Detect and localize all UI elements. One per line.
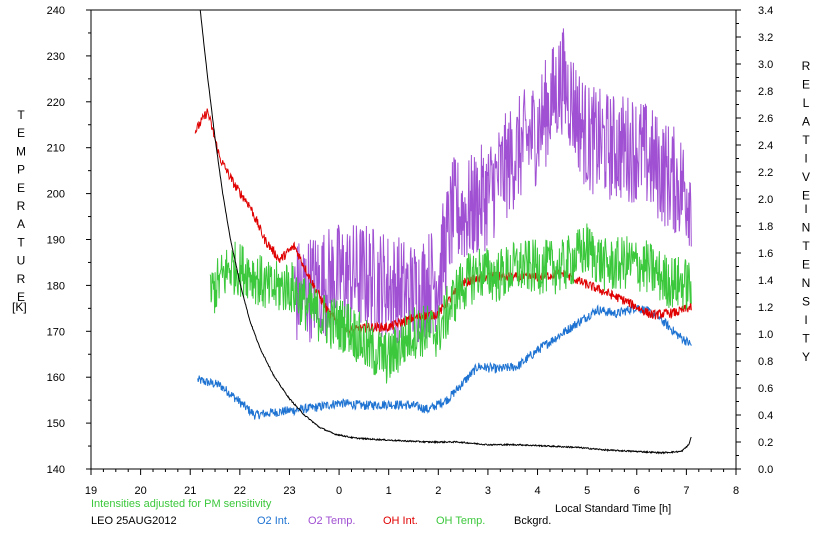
legend-bckgrd: Bckgrd.: [514, 515, 552, 527]
y-right-label-letter: I: [804, 152, 807, 166]
y-right-label-letter: A: [802, 115, 810, 129]
y-right-tick-label: 2.4: [758, 140, 773, 152]
y-right-tick-label: 1.0: [758, 329, 773, 341]
y-left-label-letter: M: [16, 144, 26, 158]
x-tick-label: 21: [184, 485, 196, 497]
y-right-tick-label: 3.0: [758, 59, 773, 71]
y-right-tick-label: 2.6: [758, 113, 773, 125]
y-axis-left: 140 150 160 170 180 190 200 210 220 230 240: [47, 5, 91, 476]
series-line-bckgrd: [199, 9, 692, 455]
y-right-tick-label: 0.8: [758, 356, 773, 368]
x-tick-label: 23: [283, 485, 295, 497]
x-tick-label: 8: [733, 485, 739, 497]
y-right-label-letter: E: [802, 78, 810, 92]
y-right-tick-label: 1.8: [758, 221, 773, 233]
y-axis-left-unit: [K]: [12, 300, 27, 314]
y-right-label-letter: V: [802, 170, 810, 184]
plot-frame: [90, 9, 737, 470]
series-line-oh-int: [194, 108, 692, 336]
y-left-tick-label: 240: [47, 5, 65, 17]
y-right-label-letter: E: [802, 189, 810, 203]
x-tick-label: 1: [386, 485, 392, 497]
x-tick-label: 7: [683, 485, 689, 497]
y-right-label-letter: L: [803, 96, 810, 110]
legend-o2-temp: O2 Temp.: [308, 515, 356, 527]
y-right-tick-label: 1.6: [758, 248, 773, 260]
x-tick-label: 0: [336, 485, 342, 497]
x-tick-label: 6: [634, 485, 640, 497]
x-tick-label: 20: [134, 485, 146, 497]
y-left-tick-label: 150: [47, 418, 65, 430]
x-tick-label: 2: [435, 485, 441, 497]
y-right-tick-label: 2.8: [758, 86, 773, 98]
y-right-label-letter: Y: [802, 350, 810, 364]
y-left-tick-label: 170: [47, 326, 65, 338]
y-left-tick-label: 140: [47, 464, 65, 476]
series-lines: [194, 9, 692, 455]
y-right-tick-label: 0.4: [758, 410, 773, 422]
y-right-tick-label: 3.4: [758, 5, 773, 17]
y-left-tick-label: 230: [47, 51, 65, 63]
y-left-label-letter: P: [17, 163, 25, 177]
y-left-tick-label: 200: [47, 189, 65, 201]
y-right-tick-label: 3.2: [758, 32, 773, 44]
x-tick-label: 4: [534, 485, 540, 497]
y-right-tick-label: 2.0: [758, 194, 773, 206]
site-date-label: LEO 25AUG2012: [91, 515, 177, 527]
y-left-label-letter: E: [17, 290, 25, 304]
y-right-tick-label: 1.4: [758, 275, 773, 287]
y-right-label-letter: S: [802, 295, 810, 309]
y-right-tick-label: 0.6: [758, 383, 773, 395]
y-right-tick-label: 2.2: [758, 167, 773, 179]
y-right-label-letter: T: [802, 332, 810, 346]
sensitivity-note: Intensities adjusted for PM sensitivity: [91, 498, 272, 510]
y-right-label-letter: R: [802, 59, 811, 73]
y-left-label-letter: T: [17, 235, 25, 249]
x-axis-title: Local Standard Time [h]: [555, 503, 671, 515]
series-line-o2-temp: [293, 28, 692, 345]
y-left-label-letter: R: [17, 199, 26, 213]
y-left-tick-label: 190: [47, 235, 65, 247]
x-tick-label: 3: [485, 485, 491, 497]
y-right-label-letter: I: [804, 313, 807, 327]
legend-oh-temp: OH Temp.: [436, 515, 486, 527]
y-left-label-letter: U: [17, 254, 26, 268]
x-axis: 19 20 21 22 23 0 1 2 3 4 5 6 7 8: [85, 469, 739, 497]
y-right-tick-label: 0.0: [758, 464, 773, 476]
y-left-tick-label: 180: [47, 280, 65, 292]
x-tick-label: 5: [584, 485, 590, 497]
y-left-label-letter: E: [17, 126, 25, 140]
y-right-label-letter: I: [804, 202, 807, 216]
series-line-oh-temp: [209, 223, 692, 384]
y-left-label-letter: E: [17, 181, 25, 195]
x-tick-label: 19: [85, 485, 97, 497]
y-right-label-letter: N: [802, 221, 811, 235]
x-tick-label: 22: [234, 485, 246, 497]
y-left-label-letter: R: [17, 272, 26, 286]
y-right-tick-label: 1.2: [758, 302, 773, 314]
y-right-tick-label: 0.2: [758, 437, 773, 449]
legend-oh-int: OH Int.: [383, 515, 418, 527]
y-left-label-letter: T: [17, 108, 25, 122]
y-right-label-letter: T: [802, 133, 810, 147]
y-right-label-letter: N: [802, 276, 811, 290]
y-right-label-letter: E: [802, 258, 810, 272]
y-left-tick-label: 210: [47, 143, 65, 155]
y-axis-right: 0.0 0.2 0.4 0.6 0.8 1.0 1.2 1.4 1.6 1.8 2.0 2.2 2.4 2…: [736, 5, 773, 476]
y-left-label-letter: A: [17, 217, 25, 231]
series-line-o2-int: [197, 304, 692, 420]
y-right-label-letter: T: [802, 239, 810, 253]
legend-o2-int: O2 Int.: [257, 515, 291, 527]
y-left-tick-label: 220: [47, 97, 65, 109]
y-left-tick-label: 160: [47, 372, 65, 384]
